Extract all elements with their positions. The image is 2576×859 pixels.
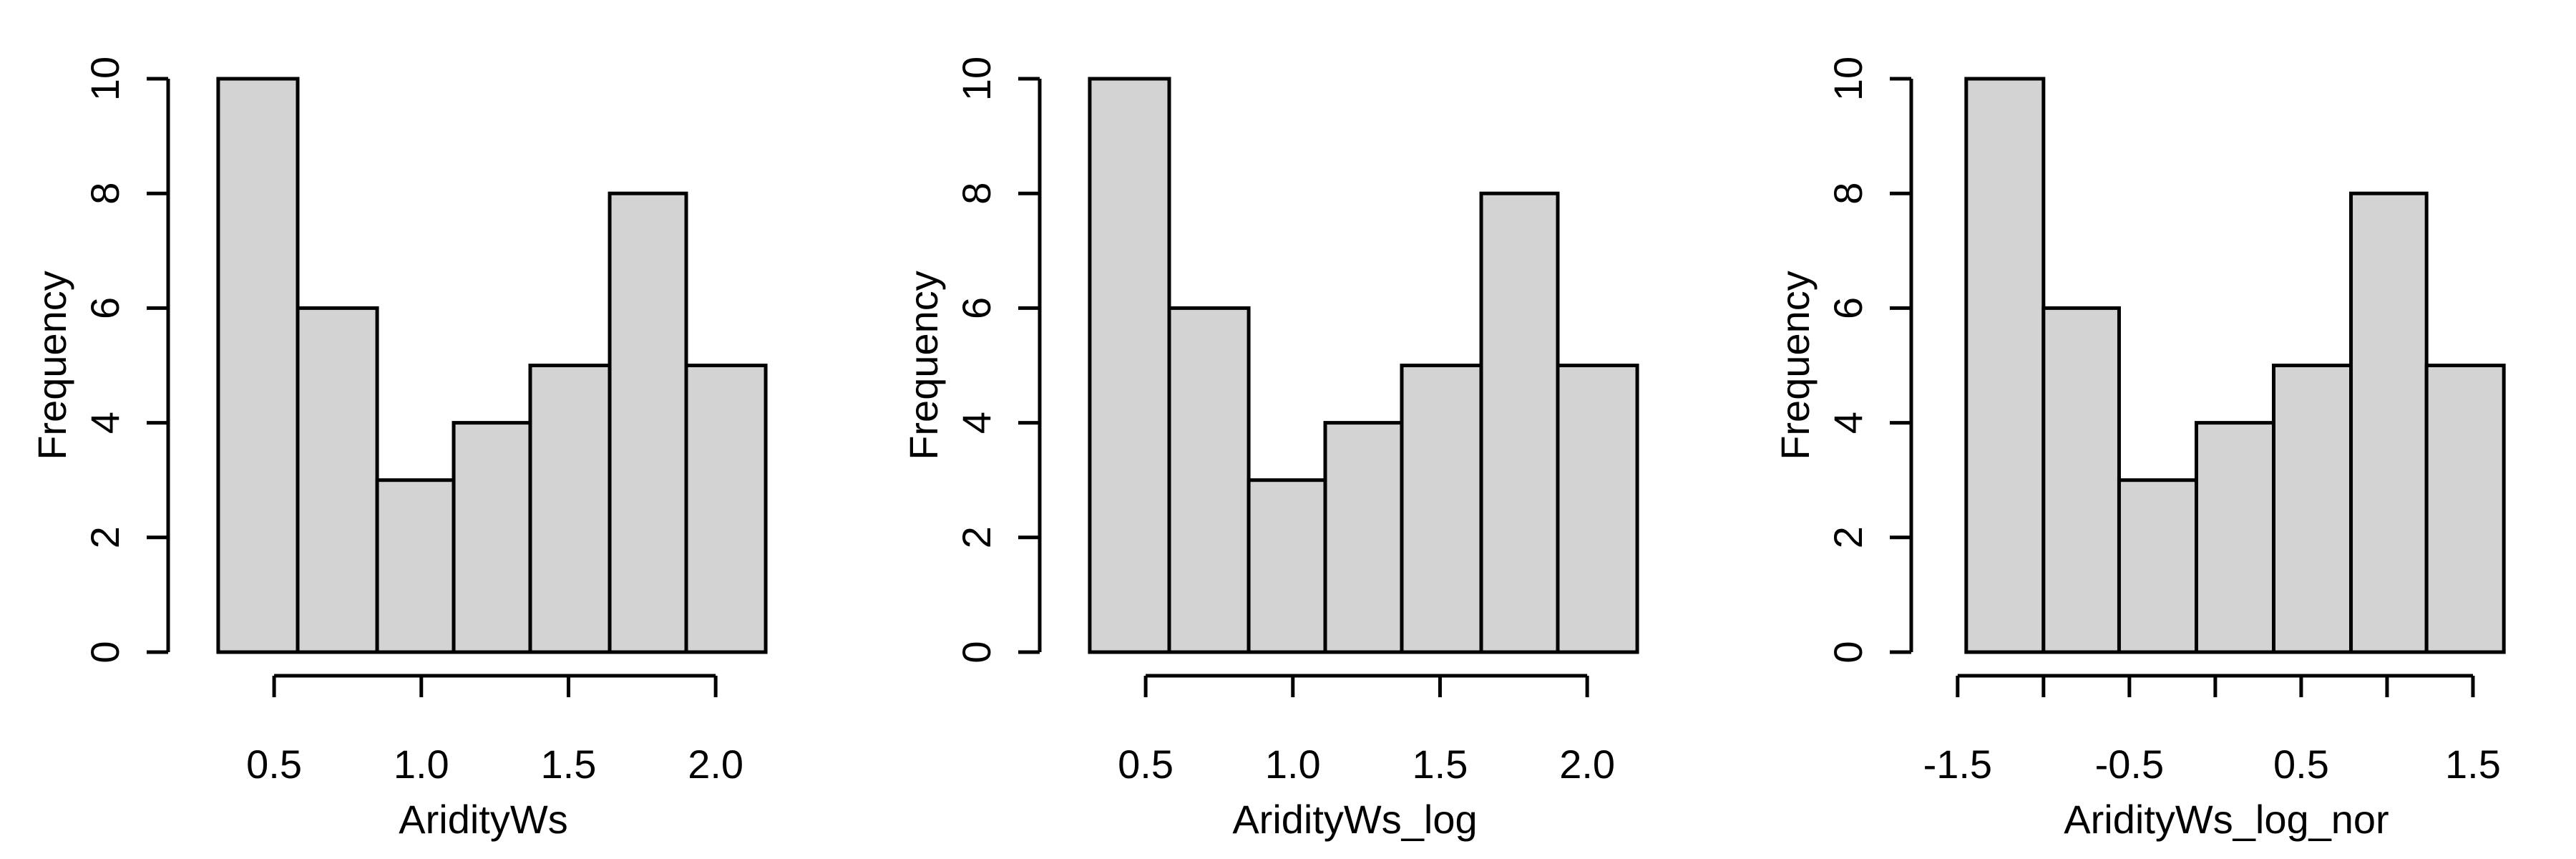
y-tick-label: 0	[1825, 641, 1870, 663]
bar	[608, 191, 688, 654]
bar	[1246, 478, 1327, 654]
bar	[2117, 478, 2198, 654]
bar	[1400, 364, 1483, 654]
x-axis-title: AridityWs_log	[1232, 797, 1477, 842]
x-axis-title: AridityWs_log_nor	[2064, 797, 2389, 842]
y-tick-label: 4	[82, 412, 127, 434]
bar	[2272, 364, 2353, 654]
bar	[1964, 77, 2046, 654]
y-tick-label: 6	[82, 297, 127, 319]
bar	[528, 364, 612, 654]
y-axis-title: Frequency	[29, 271, 74, 460]
x-tick-label: 1.0	[1265, 742, 1321, 787]
x-tick-label: 1.0	[394, 742, 449, 787]
y-tick-label: 4	[1825, 412, 1870, 434]
bar	[1167, 306, 1251, 654]
y-tick-label: 6	[954, 297, 999, 319]
x-tick-label: -0.5	[2095, 742, 2165, 787]
y-tick-label: 2	[954, 526, 999, 548]
bar	[2349, 191, 2429, 654]
y-tick-label: 0	[82, 641, 127, 663]
x-tick-label: 1.5	[1413, 742, 1468, 787]
x-tick-label: 0.5	[246, 742, 302, 787]
y-tick-label: 10	[954, 57, 999, 101]
x-tick-label: 0.5	[2273, 742, 2329, 787]
bar	[452, 421, 532, 654]
x-tick-label: 2.0	[1559, 742, 1615, 787]
bar	[2041, 306, 2121, 654]
bar	[216, 77, 300, 654]
y-tick-label: 0	[954, 641, 999, 663]
bar	[296, 306, 379, 654]
x-tick-label: 1.5	[541, 742, 597, 787]
x-axis-title: AridityWs	[399, 797, 567, 842]
bar	[1323, 421, 1404, 654]
bar	[1088, 77, 1171, 654]
y-tick-label: 4	[954, 412, 999, 434]
x-tick-label: 2.0	[688, 742, 743, 787]
y-tick-label: 10	[1825, 57, 1870, 101]
bar	[684, 364, 768, 654]
x-tick-label: 0.5	[1118, 742, 1174, 787]
x-tick-label: 1.5	[2445, 742, 2501, 787]
bar	[2194, 421, 2276, 654]
y-tick-label: 8	[1825, 183, 1870, 205]
y-axis-title: Frequency	[1772, 271, 1818, 460]
bar	[1556, 364, 1639, 654]
y-axis-title: Frequency	[901, 271, 946, 460]
bar	[375, 478, 456, 654]
y-tick-label: 2	[1825, 526, 1870, 548]
y-tick-label: 6	[1825, 297, 1870, 319]
y-tick-label: 2	[82, 526, 127, 548]
bar	[1479, 191, 1560, 654]
x-tick-label: -1.5	[1923, 742, 1993, 787]
y-tick-label: 8	[954, 183, 999, 205]
bar	[2424, 364, 2506, 654]
y-tick-label: 8	[82, 183, 127, 205]
y-tick-label: 10	[82, 57, 127, 101]
